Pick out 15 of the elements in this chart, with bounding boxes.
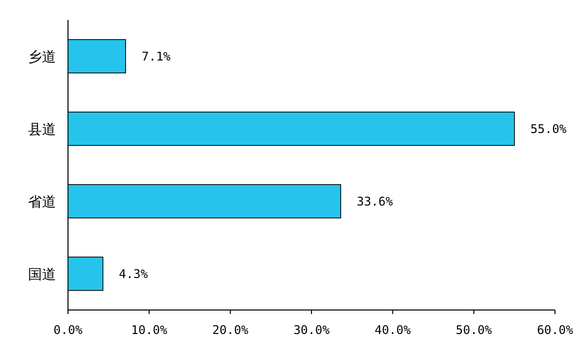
x-tick-label: 50.0% (456, 323, 493, 337)
y-tick-label: 省道 (28, 194, 56, 210)
x-tick-label: 40.0% (374, 323, 412, 337)
data-label: 4.3% (118, 266, 149, 281)
x-tick-label: 0.0% (54, 323, 84, 337)
x-tick-label: 10.0% (131, 323, 168, 337)
x-tick-label: 20.0% (212, 323, 250, 337)
y-tick-label: 县道 (28, 122, 56, 138)
x-tick-label: 30.0% (293, 323, 330, 337)
x-tick-label: 60.0% (536, 323, 574, 337)
data-label: 55.0% (530, 122, 568, 136)
data-label: 33.6% (356, 194, 394, 208)
y-tick-label: 国道 (28, 266, 56, 283)
y-tick-label: 乡道 (28, 49, 56, 66)
data-label: 7.1% (142, 49, 172, 64)
